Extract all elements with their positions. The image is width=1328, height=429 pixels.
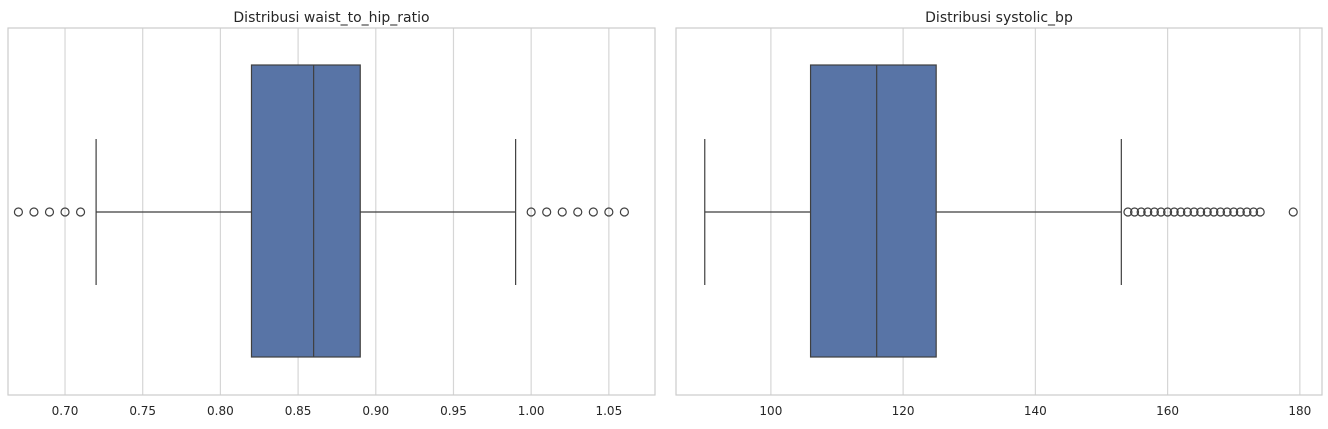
iqr-box [809,64,937,358]
plot-area [13,64,629,358]
x-tick-label: 0.70 [52,404,79,418]
x-tick-label: 0.90 [362,404,389,418]
outlier-point [557,207,567,217]
outlier-point [1182,207,1193,217]
outlier-point [1242,207,1252,217]
x-tick-label: 0.85 [285,404,312,418]
outlier-point [1229,207,1239,217]
x-tick-label: 0.80 [207,404,234,418]
chart-title: Distribusi systolic_bp [925,10,1073,26]
outlier-point [44,207,55,217]
outlier-point [1123,207,1133,217]
outlier-point [75,207,86,217]
boxplot-panel-systolic-bp: Distribusi systolic_bp 100 120 140 160 180 [675,10,1323,418]
outlier-point [1156,207,1166,217]
x-tick-label: 100 [759,404,782,418]
outlier-point [542,207,552,217]
outlier-point [619,207,629,217]
outlier-point [1196,207,1206,217]
x-axis-ticks: 0.70 0.75 0.80 0.85 0.90 0.95 1.00 1.05 [52,404,623,418]
outlier-point [1255,207,1265,217]
iqr-box [250,64,361,358]
outlier-point [1169,207,1179,217]
x-tick-label: 1.00 [518,404,545,418]
x-tick-label: 180 [1288,404,1311,418]
outlier-point [1235,207,1245,217]
outlier-point [588,207,598,217]
x-tick-label: 160 [1156,404,1179,418]
outlier-point [60,207,70,217]
outlier-point [573,207,583,217]
outlier-point [1288,207,1298,217]
outlier-point [526,207,536,217]
outlier-point [1149,207,1159,217]
plot-frame [7,27,656,396]
outlier-point [13,207,24,217]
outlier-point [1222,207,1232,217]
chart-title: Distribusi waist_to_hip_ratio [233,10,429,26]
x-tick-label: 140 [1024,404,1047,418]
outlier-point [1163,207,1173,217]
plot-frame [675,27,1323,396]
outlier-point [1189,207,1199,217]
outlier-point [604,207,614,217]
outlier-point [1176,207,1186,217]
outlier-point [1202,207,1212,217]
x-axis-ticks: 100 120 140 160 180 [759,404,1311,418]
outlier-point [1129,207,1140,217]
plot-area [704,64,1298,358]
x-tick-label: 0.75 [129,404,156,418]
outlier-point [1209,207,1219,217]
outlier-point [1143,207,1153,217]
x-tick-label: 0.95 [440,404,467,418]
boxplot-panel-waist-to-hip-ratio: Distribusi waist_to_hip_ratio 0.70 0.75 0.… [7,10,656,418]
outlier-point [1248,207,1259,217]
outlier-point [29,207,39,217]
x-tick-label: 120 [892,404,915,418]
outlier-point [1136,207,1146,217]
outlier-point [1215,207,1226,217]
x-tick-label: 1.05 [595,404,622,418]
